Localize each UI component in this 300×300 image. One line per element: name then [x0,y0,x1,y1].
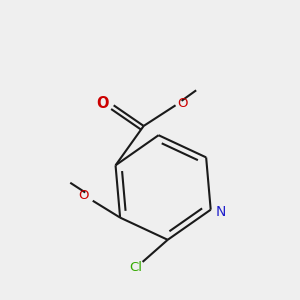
Text: N: N [216,205,226,219]
Text: O: O [97,96,109,111]
Text: O: O [177,97,188,110]
Text: O: O [78,189,88,202]
Text: Cl: Cl [129,261,142,274]
